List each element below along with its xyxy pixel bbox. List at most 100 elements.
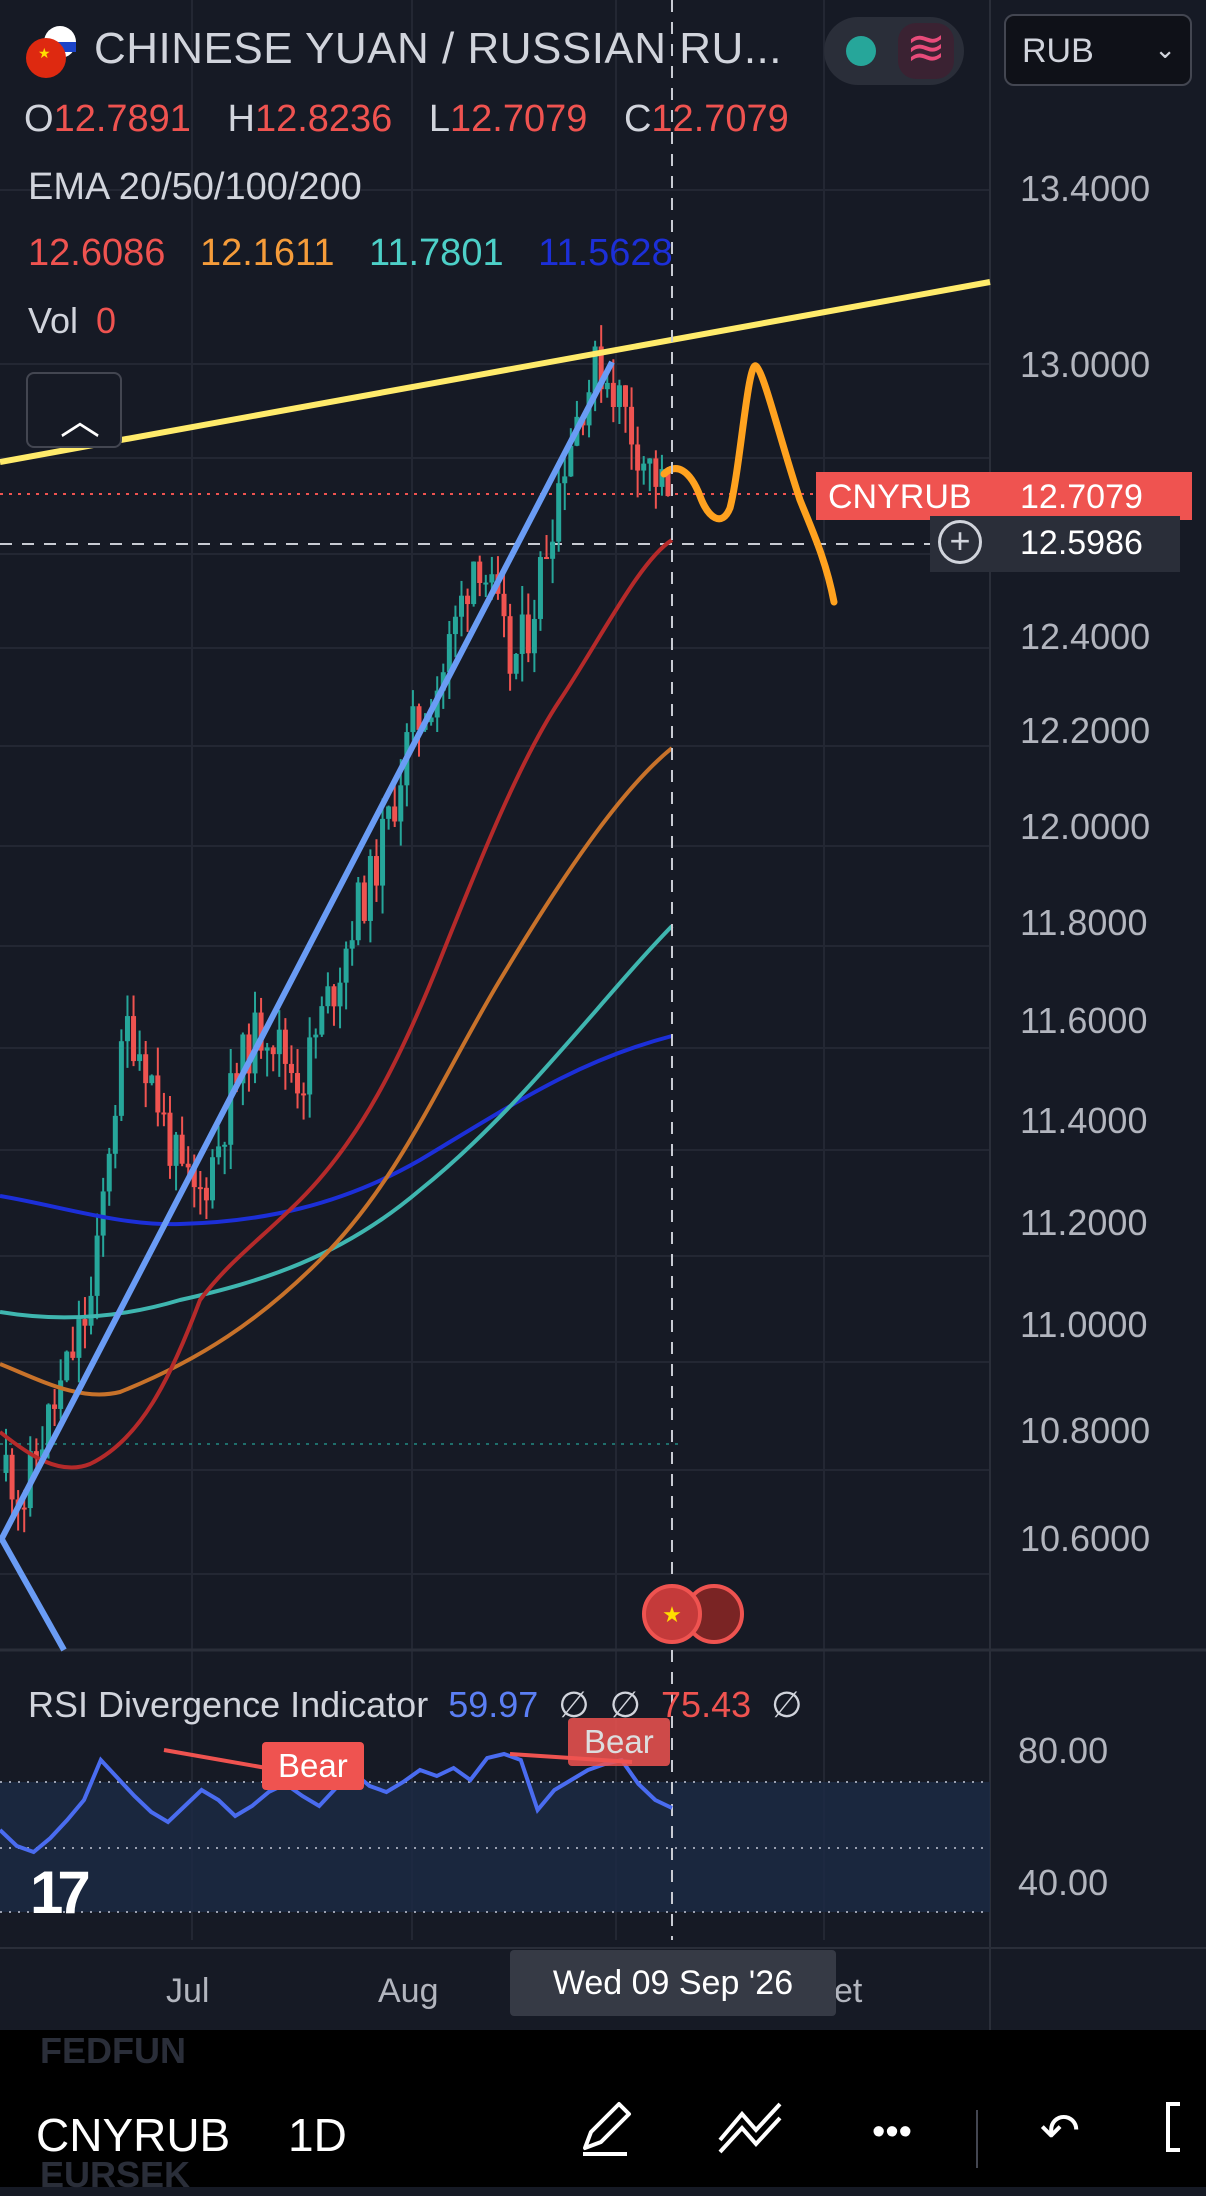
candle-body bbox=[246, 1034, 252, 1074]
symbol-price-badge: CNYRUB bbox=[816, 472, 990, 520]
candle-body bbox=[70, 1351, 76, 1358]
candle-body bbox=[659, 469, 665, 487]
collapse-legend-button[interactable]: ︿ bbox=[26, 372, 122, 448]
candle-body bbox=[167, 1112, 173, 1166]
candle-body bbox=[264, 1047, 270, 1051]
candle-body bbox=[276, 1029, 282, 1055]
volume-legend[interactable]: Vol 0 bbox=[28, 300, 116, 342]
time-tick: Aug bbox=[378, 1972, 439, 2010]
close-key: C bbox=[623, 98, 652, 140]
event-flag-icon bbox=[642, 1584, 702, 1644]
candle-body bbox=[446, 634, 452, 673]
ema-100-line bbox=[0, 924, 674, 1320]
candles bbox=[3, 325, 671, 1533]
ema-20-line bbox=[0, 538, 674, 1470]
candle-body bbox=[641, 463, 647, 471]
candle-body bbox=[653, 458, 659, 487]
bottom-toolbar: FEDFUN EURSEK CNYRUB 1D ••• ↶ bbox=[0, 2030, 1206, 2195]
close-value: 12.7079 bbox=[651, 98, 789, 140]
price-tick: 12.0000 bbox=[1020, 806, 1151, 847]
crosshair-date-tooltip: Wed 09 Sep '26 bbox=[510, 1950, 836, 2016]
candle-body bbox=[647, 458, 653, 464]
candle-body bbox=[76, 1319, 82, 1358]
volume-label: Vol bbox=[28, 300, 79, 341]
symbol-title[interactable]: CHINESE YUAN / RUSSIAN RU... bbox=[94, 24, 782, 73]
candle-body bbox=[355, 882, 361, 941]
last-price-badge: 12.7079 bbox=[990, 472, 1192, 520]
low-key: L bbox=[428, 98, 451, 140]
candle-body bbox=[373, 856, 379, 886]
undo-icon[interactable]: ↶ bbox=[1039, 2105, 1081, 2158]
currency-select[interactable]: RUB ⌄ bbox=[1004, 14, 1192, 86]
chevron-up-icon: ︿ bbox=[60, 399, 100, 443]
pen-icon[interactable] bbox=[566, 2092, 646, 2172]
price-chart[interactable]: ★ bbox=[0, 0, 1206, 2030]
candle-body bbox=[665, 469, 671, 497]
rsi-title: RSI Divergence Indicator bbox=[28, 1684, 429, 1725]
candle-body bbox=[94, 1235, 100, 1296]
market-status-toggle[interactable]: ≋ bbox=[824, 17, 964, 85]
candle-body bbox=[52, 1404, 58, 1409]
candle-body bbox=[319, 1006, 325, 1035]
candle-body bbox=[46, 1404, 52, 1450]
candle-body bbox=[270, 1047, 276, 1055]
volume-value: 0 bbox=[96, 300, 117, 341]
wave-icon[interactable]: ≋ bbox=[898, 23, 954, 79]
bear-divergence-label: Bear bbox=[568, 1718, 670, 1766]
toolbar-divider bbox=[976, 2110, 978, 2168]
candle-body bbox=[343, 948, 349, 983]
ema-200-line bbox=[0, 1034, 673, 1227]
candle-body bbox=[173, 1134, 179, 1166]
blue-trend-line bbox=[0, 360, 615, 1544]
timeframe-switcher[interactable]: 1D bbox=[288, 2109, 347, 2161]
ema-indicator-title[interactable]: EMA 20/50/100/200 bbox=[28, 166, 362, 208]
candle-body bbox=[507, 616, 513, 674]
yellow-resistance-line bbox=[0, 279, 991, 465]
candle-body bbox=[349, 940, 355, 949]
rsi-legend[interactable]: RSI Divergence Indicator 59.97 ∅ ∅ 75.43 ∅ bbox=[28, 1684, 813, 1726]
svg-text:★: ★ bbox=[662, 1603, 682, 1628]
candle-body bbox=[21, 1507, 27, 1510]
rsi-tick: 80.00 bbox=[1018, 1730, 1109, 1771]
orange-drawing bbox=[660, 362, 838, 606]
candle-body bbox=[629, 406, 635, 445]
currency-select-value: RUB bbox=[1022, 32, 1094, 70]
candle-body bbox=[179, 1134, 185, 1164]
svg-text:★: ★ bbox=[38, 46, 51, 62]
candle-body bbox=[58, 1380, 64, 1409]
ema-50-value: 12.1611 bbox=[199, 232, 335, 274]
candle-body bbox=[216, 1146, 222, 1158]
candle-body bbox=[155, 1075, 161, 1113]
candle-body bbox=[203, 1187, 209, 1201]
candle-body bbox=[222, 1144, 228, 1147]
price-tick: 13.0000 bbox=[1020, 344, 1151, 385]
ema-20-value: 12.6086 bbox=[28, 232, 166, 274]
candle-body bbox=[337, 982, 343, 1007]
candle-body bbox=[88, 1295, 94, 1326]
event-markers: ★ bbox=[642, 1584, 744, 1644]
ema-50-line bbox=[0, 746, 674, 1397]
candle-body bbox=[471, 561, 477, 605]
more-icon[interactable]: ••• bbox=[872, 2111, 912, 2153]
fullscreen-icon[interactable] bbox=[1160, 2092, 1206, 2172]
low-value: 12.7079 bbox=[450, 98, 588, 140]
trend-lines-icon[interactable] bbox=[710, 2092, 790, 2172]
candle-body bbox=[9, 1454, 15, 1500]
price-tick: 11.4000 bbox=[1020, 1100, 1148, 1141]
crosshair-price-label[interactable]: + 12.5986 bbox=[930, 516, 1180, 572]
blue-trend-line-lower bbox=[0, 1534, 67, 1652]
high-value: 12.8236 bbox=[254, 98, 393, 140]
candle-body bbox=[610, 382, 616, 408]
price-tick: 11.0000 bbox=[1020, 1304, 1148, 1345]
price-tick: 11.8000 bbox=[1020, 902, 1148, 943]
candle-body bbox=[307, 1037, 313, 1095]
high-key: H bbox=[227, 98, 255, 140]
candle-body bbox=[313, 1034, 319, 1038]
symbol-switcher[interactable]: CNYRUB bbox=[36, 2109, 231, 2161]
candle-body bbox=[550, 541, 556, 559]
candle-body bbox=[106, 1153, 112, 1192]
candle-body bbox=[525, 614, 531, 654]
candle-body bbox=[544, 557, 550, 560]
tradingview-logo[interactable]: 17 bbox=[30, 1859, 91, 1926]
plus-circle-icon[interactable]: + bbox=[938, 520, 982, 564]
